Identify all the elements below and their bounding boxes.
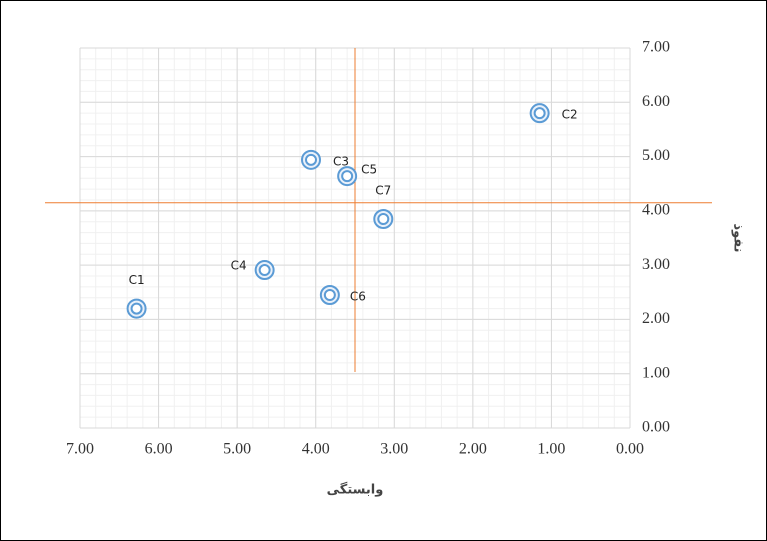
point-label: C1 [129, 273, 145, 287]
point-inner [258, 264, 271, 277]
point-inner [533, 107, 546, 120]
point-inner [130, 302, 143, 315]
y-axis-title: نفوذ [731, 223, 746, 252]
point-inner [323, 289, 336, 301]
point [373, 209, 394, 229]
x-axis-title: وابستگی [327, 482, 384, 498]
y-tick-label: 5.00 [642, 147, 670, 164]
x-tick-label: 0.00 [616, 441, 644, 458]
x-tick-label: 1.00 [537, 441, 565, 458]
x-tick-label: 3.00 [380, 441, 408, 458]
y-tick-label: 0.00 [642, 419, 670, 436]
point [126, 298, 147, 319]
point-inner [377, 213, 390, 225]
point [337, 166, 358, 187]
point [301, 149, 321, 170]
x-tick-label: 5.00 [223, 441, 251, 458]
point-label: C2 [562, 108, 578, 122]
point-label: C5 [361, 163, 377, 177]
y-tick-label: 7.00 [642, 39, 670, 56]
point [319, 285, 340, 305]
x-tick-label: 7.00 [66, 441, 94, 458]
y-tick-label: 2.00 [642, 310, 670, 327]
point-label: C6 [350, 290, 366, 304]
point-label: C3 [333, 154, 349, 168]
x-tick-label: 6.00 [145, 441, 173, 458]
x-tick-label: 2.00 [459, 441, 487, 458]
y-tick-label: 1.00 [642, 364, 670, 381]
point [254, 260, 275, 281]
point-label: C7 [375, 184, 391, 198]
y-tick-label: 4.00 [642, 202, 670, 219]
y-tick-label: 3.00 [642, 256, 670, 273]
x-tick-label: 4.00 [302, 441, 330, 458]
point-inner [341, 170, 354, 183]
point-inner [305, 153, 317, 166]
point [529, 103, 550, 124]
point-label: C4 [231, 259, 247, 273]
y-tick-label: 6.00 [642, 93, 670, 110]
